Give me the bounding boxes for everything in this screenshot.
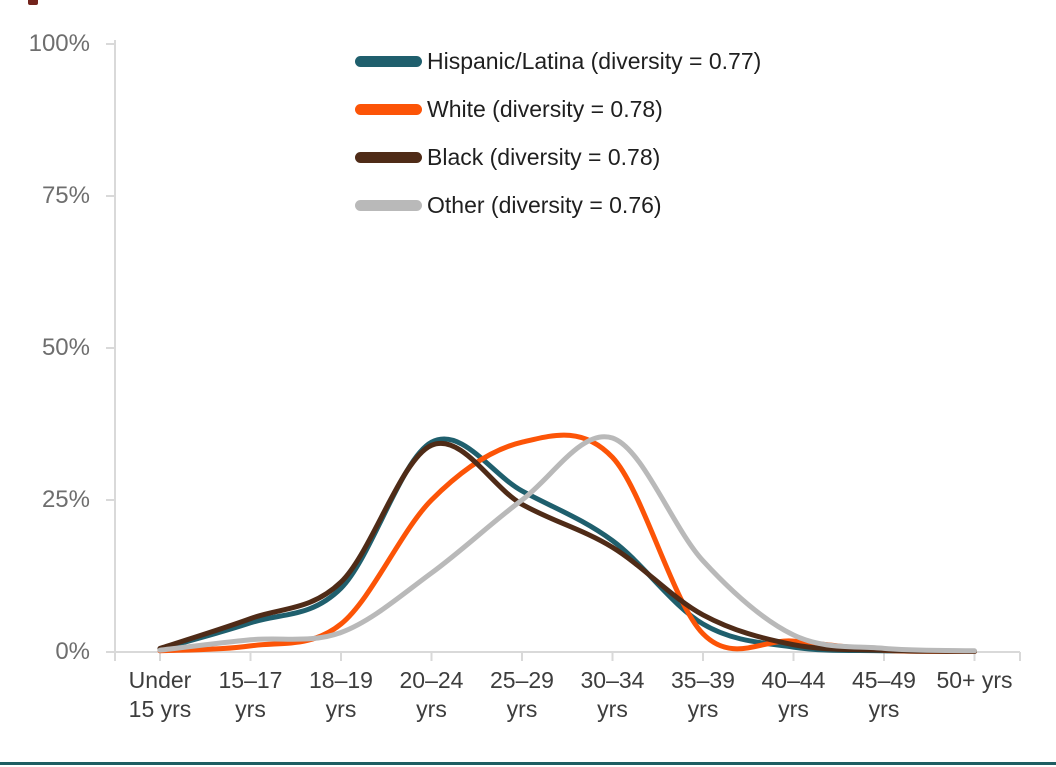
x-tick-label-50-yrs: 50+ yrs <box>923 666 1027 695</box>
x-tick-label-line: 35–39 <box>671 667 735 693</box>
legend-item-hispanic-latina: Hispanic/Latina (diversity = 0.77) <box>355 37 761 85</box>
legend-label-hispanic-latina: Hispanic/Latina (diversity = 0.77) <box>427 47 762 74</box>
x-tick-label-line: 45–49 <box>852 667 916 693</box>
x-tick-label-line: Under <box>128 667 192 693</box>
legend-label-black: Black (diversity = 0.78) <box>427 143 661 170</box>
x-tick-label-line: 18–19 <box>309 667 373 693</box>
x-tick-label-45-49-yrs: 45–49 yrs <box>832 666 936 723</box>
x-tick-label-25-29-yrs: 25–29 yrs <box>470 666 574 723</box>
x-tick-label-line: yrs <box>506 695 538 722</box>
legend-item-black: Black (diversity = 0.78) <box>355 133 761 181</box>
footer-rule <box>0 762 1056 765</box>
x-tick-label-18-19-yrs: 18–19 yrs <box>289 666 393 723</box>
x-tick-label-line: 30–34 <box>580 667 645 693</box>
axis-lines-and-ticks <box>106 40 1021 661</box>
series-line-black <box>157 440 977 654</box>
top-left-mark <box>28 0 38 5</box>
x-tick-label-30-34-yrs: 30–34 yrs <box>561 666 665 723</box>
x-tick-label-line: yrs <box>235 695 266 722</box>
y-tick-label-0: 0% <box>55 638 90 665</box>
x-tick-label-20-24-yrs: 20–24 yrs <box>380 666 484 723</box>
x-tick-label-line: 50+ yrs <box>936 667 1013 693</box>
x-tick-label-line: 20–24 <box>399 667 464 693</box>
legend-item-white: White (diversity = 0.78) <box>355 85 761 133</box>
chart-legend: Hispanic/Latina (diversity = 0.77) White … <box>355 37 761 229</box>
legend-item-other: Other (diversity = 0.76) <box>355 181 761 229</box>
x-tick-label-line: 40–44 <box>761 667 826 693</box>
x-tick-label-40-44-yrs: 40–44 yrs <box>742 666 846 723</box>
legend-label-white: White (diversity = 0.78) <box>427 95 663 122</box>
y-tick-label-75: 75% <box>41 182 90 209</box>
x-tick-label-15-17-yrs: 15–17 yrs <box>199 666 303 723</box>
series-line-other <box>157 434 977 654</box>
x-tick-label-line: yrs <box>325 695 357 722</box>
x-tick-label-35-39-yrs: 35–39 yrs <box>651 666 755 723</box>
legend-swatch-other <box>355 199 422 211</box>
legend-label-other: Other (diversity = 0.76) <box>427 191 662 218</box>
x-tick-label-line: yrs <box>778 695 809 722</box>
x-tick-label-line: 15 yrs <box>128 695 192 722</box>
x-tick-label-line: 25–29 <box>490 667 554 693</box>
y-tick-label-25: 25% <box>41 486 90 513</box>
x-tick-label-line: 15–17 <box>218 667 283 693</box>
series-line-hispanic-latina <box>157 436 977 654</box>
series-line-white <box>157 432 977 654</box>
x-tick-label-line: yrs <box>868 695 900 722</box>
legend-swatch-black <box>355 151 422 163</box>
legend-swatch-white <box>355 103 422 115</box>
x-tick-label-under-15-yrs: Under 15 yrs <box>108 666 212 723</box>
x-tick-label-line: yrs <box>597 695 628 722</box>
x-tick-label-line: yrs <box>687 695 719 722</box>
y-tick-label-50: 50% <box>41 334 90 361</box>
x-tick-label-line: yrs <box>416 695 447 722</box>
y-tick-label-100: 100% <box>28 30 90 57</box>
legend-swatch-hispanic-latina <box>355 55 422 67</box>
